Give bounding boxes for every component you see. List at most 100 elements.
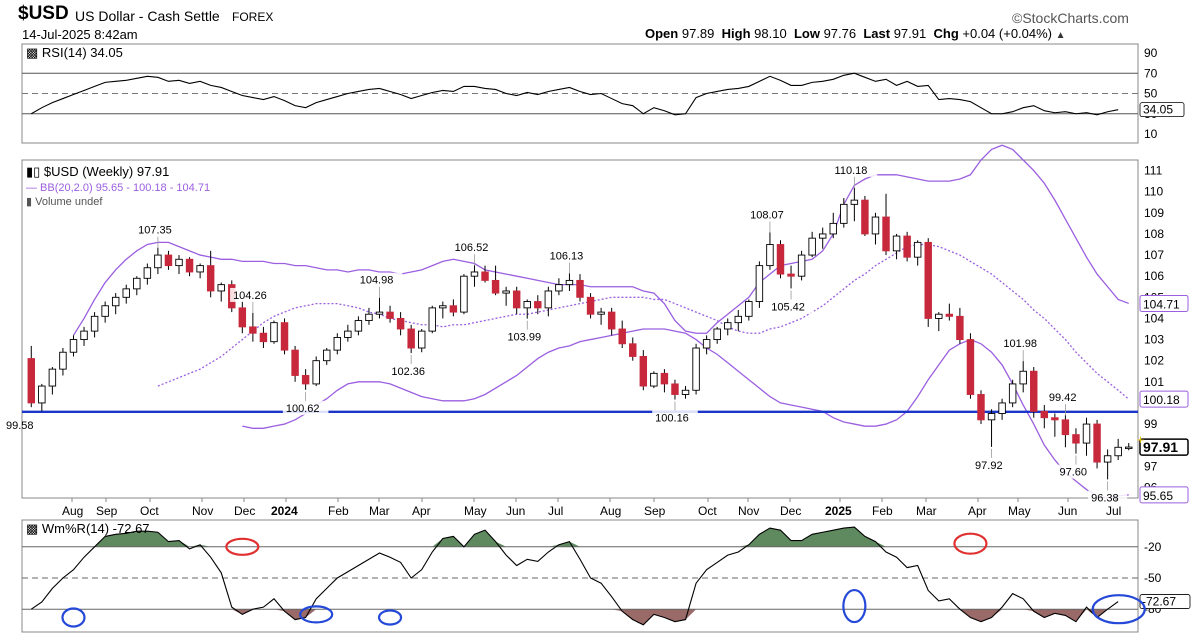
candle-body [671, 383, 679, 395]
bb-upper-tag: 104.71 [1143, 297, 1180, 311]
candle-body [59, 351, 67, 370]
low-label: Low [793, 26, 820, 41]
wr-tick-label: -20 [1144, 540, 1162, 554]
candle-body [977, 394, 985, 421]
x-axis-label: Sep [644, 504, 666, 518]
candle-body [576, 279, 584, 298]
wr-highlight-circle [842, 588, 867, 624]
candle-body [555, 284, 563, 292]
candle-body [407, 328, 415, 349]
x-axis-label: 2025 [825, 504, 852, 518]
price-annotation: 101.98 [1003, 338, 1037, 350]
candle-body [270, 322, 278, 343]
price-legend-symbol: ▮▯ $USD (Weekly) 97.91 [26, 164, 169, 179]
x-axis-label: Feb [872, 504, 893, 518]
rsi-line [31, 72, 1119, 116]
candle-body [449, 305, 458, 313]
candle-body [945, 313, 954, 317]
annotation-bg [1056, 464, 1096, 479]
last-label: Last [863, 26, 891, 41]
price-tick-label: 102 [1144, 354, 1164, 368]
candle-body [882, 216, 890, 252]
candle-body [90, 315, 99, 332]
candle-body [724, 322, 732, 330]
wr-tick-label: -50 [1144, 571, 1162, 585]
candle-body [333, 337, 342, 351]
candle-body [196, 265, 204, 273]
x-axis-label: Jun [1058, 504, 1077, 518]
candle-body [291, 349, 299, 376]
candle-body [1082, 423, 1091, 444]
x-axis-label: May [464, 504, 487, 518]
price-tick-label: 106 [1144, 269, 1164, 283]
candle-body [1061, 419, 1070, 436]
candle-body [935, 313, 943, 319]
high-label: High [721, 26, 751, 41]
x-axis-label: May [1008, 504, 1031, 518]
candle-body [1114, 446, 1122, 457]
candle-body [375, 311, 384, 315]
candle-body [312, 360, 320, 385]
candle-body [439, 305, 447, 309]
candle-body [755, 265, 764, 302]
candle-body [396, 317, 405, 330]
x-axis-label: Sep [96, 504, 118, 518]
candle-body [787, 273, 795, 277]
price-annotation: 100.62 [286, 403, 320, 415]
candle-body [175, 258, 183, 267]
price-annotation: 104.26 [233, 290, 267, 302]
wr-highlight-circle [377, 609, 403, 626]
price-annotation: 104.98 [360, 275, 394, 287]
candle-body [913, 241, 922, 258]
x-axis-label: Feb [328, 504, 349, 518]
candle-body [122, 288, 130, 298]
price-tick-label: 103 [1144, 333, 1164, 347]
candle-body [713, 328, 721, 341]
x-axis-label: 2024 [271, 504, 298, 518]
candle-body [1040, 410, 1049, 419]
x-axis-label: Aug [600, 504, 621, 518]
candle-body [354, 320, 363, 332]
symbol: $USD [18, 3, 69, 24]
candle-body [481, 271, 489, 281]
candle-body [523, 301, 531, 309]
annotation-bg [1045, 390, 1085, 405]
x-axis-label: Oct [140, 504, 159, 518]
candle-body [702, 339, 711, 349]
price-legend-bb: — BB(20,2.0) 95.65 - 100.18 - 104.71 [26, 182, 210, 194]
x-axis-label: Mar [916, 504, 937, 518]
rsi-label: ▩ RSI(14) 34.05 [26, 45, 123, 60]
candle-body [69, 339, 78, 353]
candle-body [164, 254, 173, 267]
annotation-bg [972, 457, 1012, 472]
rsi-tick-label: 90 [1144, 46, 1158, 60]
bb-middle-tag-box [1139, 390, 1189, 408]
candle-body [417, 330, 426, 349]
annotation-bg [1000, 336, 1046, 351]
x-axis-label: Jul [548, 504, 563, 518]
annotation-bg [747, 207, 793, 222]
candle-body [133, 277, 141, 290]
rsi-tick-label: 70 [1144, 66, 1158, 80]
candle-body [618, 328, 626, 345]
price-tick-label: 108 [1144, 227, 1164, 241]
candle-body [301, 375, 310, 385]
candle-body [386, 311, 394, 319]
up-arrow-icon: ▲ [1055, 30, 1066, 41]
annotation-bg [1088, 490, 1128, 505]
wr-last-value: -72.67 [1142, 595, 1176, 609]
candle-body [692, 347, 700, 391]
annotation-bg [135, 222, 181, 237]
price-tick-label: 101 [1144, 375, 1164, 389]
candle-body [829, 222, 837, 235]
rsi-panel-frame [21, 43, 1139, 144]
x-axis-label: Apr [412, 504, 431, 518]
bb-upper-tag-box [1139, 294, 1189, 312]
open-value: 97.89 [681, 26, 715, 41]
bb-lower-tag-box [1139, 486, 1189, 504]
price-tick-label: 109 [1144, 206, 1164, 220]
watermark: ©StockCharts.com [1012, 10, 1129, 26]
candle-body [48, 368, 57, 387]
candle-body [745, 301, 753, 317]
annotation-bg [504, 329, 551, 344]
